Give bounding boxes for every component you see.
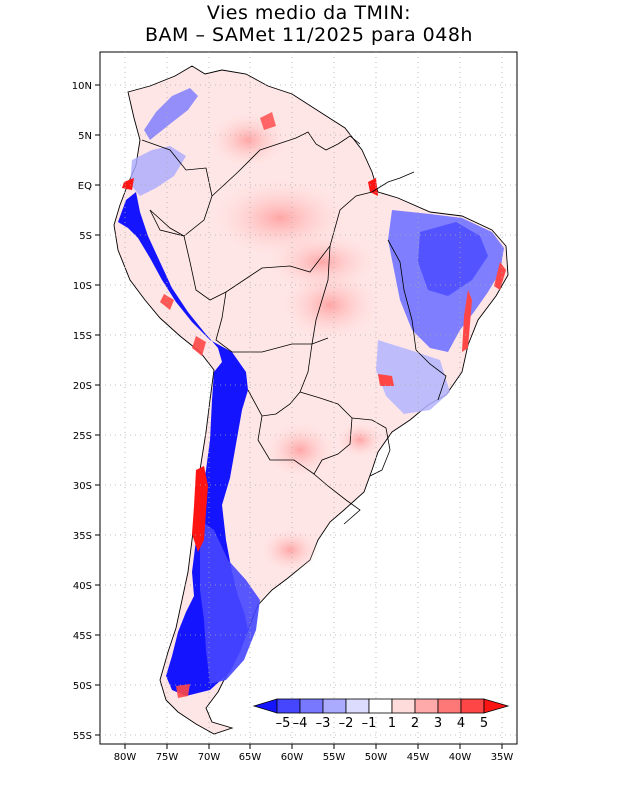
colorbar-segment — [391, 698, 416, 714]
colorbar-segment — [437, 698, 462, 714]
lon-label: 35W — [491, 752, 514, 763]
lon-label: 50W — [365, 752, 388, 763]
longitude-labels: 80W 75W 70W 65W 60W 55W 50W 45W 40W 35W — [114, 752, 514, 763]
lat-label: 30S — [73, 481, 92, 492]
lat-label: 10S — [73, 281, 92, 292]
colorbar-label: –4 — [293, 716, 308, 731]
colorbar-segment — [276, 698, 301, 714]
colorbar-segment — [368, 698, 393, 714]
lon-label: 45W — [407, 752, 430, 763]
colorbar-label: 3 — [434, 716, 442, 731]
map-field — [113, 65, 509, 735]
lat-label: 45S — [73, 631, 92, 642]
lon-label: 55W — [323, 752, 346, 763]
lon-label: 65W — [239, 752, 262, 763]
colorbar-label: –3 — [316, 716, 331, 731]
colorbar-label: –5 — [276, 716, 291, 731]
map-title-line1: Vies medio da TMIN: — [206, 2, 412, 24]
latitude-labels: 10N 5N EQ 5S 10S 15S 20S 25S 30S 35S 40S… — [72, 81, 92, 742]
lat-label: 55S — [73, 731, 92, 742]
colorbar-label: 5 — [480, 716, 488, 731]
lat-label: 35S — [73, 531, 92, 542]
country-borders — [141, 131, 447, 525]
grid-lines — [100, 52, 517, 744]
colorbar-label: 4 — [457, 716, 465, 731]
colorbar-label: 1 — [388, 716, 396, 731]
colorbar-label: 2 — [411, 716, 419, 731]
colorbar-segment — [414, 698, 439, 714]
lat-label: 10N — [72, 81, 92, 92]
lat-label: 40S — [73, 581, 92, 592]
lon-label: 75W — [156, 752, 179, 763]
lat-label: 50S — [73, 681, 92, 692]
map-title-line2: BAM – SAMet 11/2025 para 048h — [145, 24, 473, 46]
lon-label: 70W — [198, 752, 221, 763]
colorbar-arrow-right — [483, 698, 510, 714]
lat-label: 5S — [79, 231, 92, 242]
colorbar-segment — [322, 698, 347, 714]
colorbar-label: –2 — [339, 716, 354, 731]
lat-label: EQ — [78, 181, 92, 192]
colorbar: –5 –4 –3 –2 –1 1 2 3 4 5 — [252, 698, 510, 731]
lat-label: 15S — [73, 331, 92, 342]
lat-label: 5N — [78, 131, 92, 142]
colorbar-segment — [299, 698, 324, 714]
colorbar-segment — [460, 698, 485, 714]
colorbar-label: –1 — [362, 716, 377, 731]
axis-ticks — [95, 84, 503, 749]
lon-label: 60W — [281, 752, 304, 763]
lon-label: 40W — [449, 752, 472, 763]
lon-label: 80W — [114, 752, 137, 763]
chile-positive-strip — [192, 466, 208, 552]
lat-label: 20S — [73, 381, 92, 392]
colorbar-segment — [345, 698, 370, 714]
lat-label: 25S — [73, 431, 92, 442]
